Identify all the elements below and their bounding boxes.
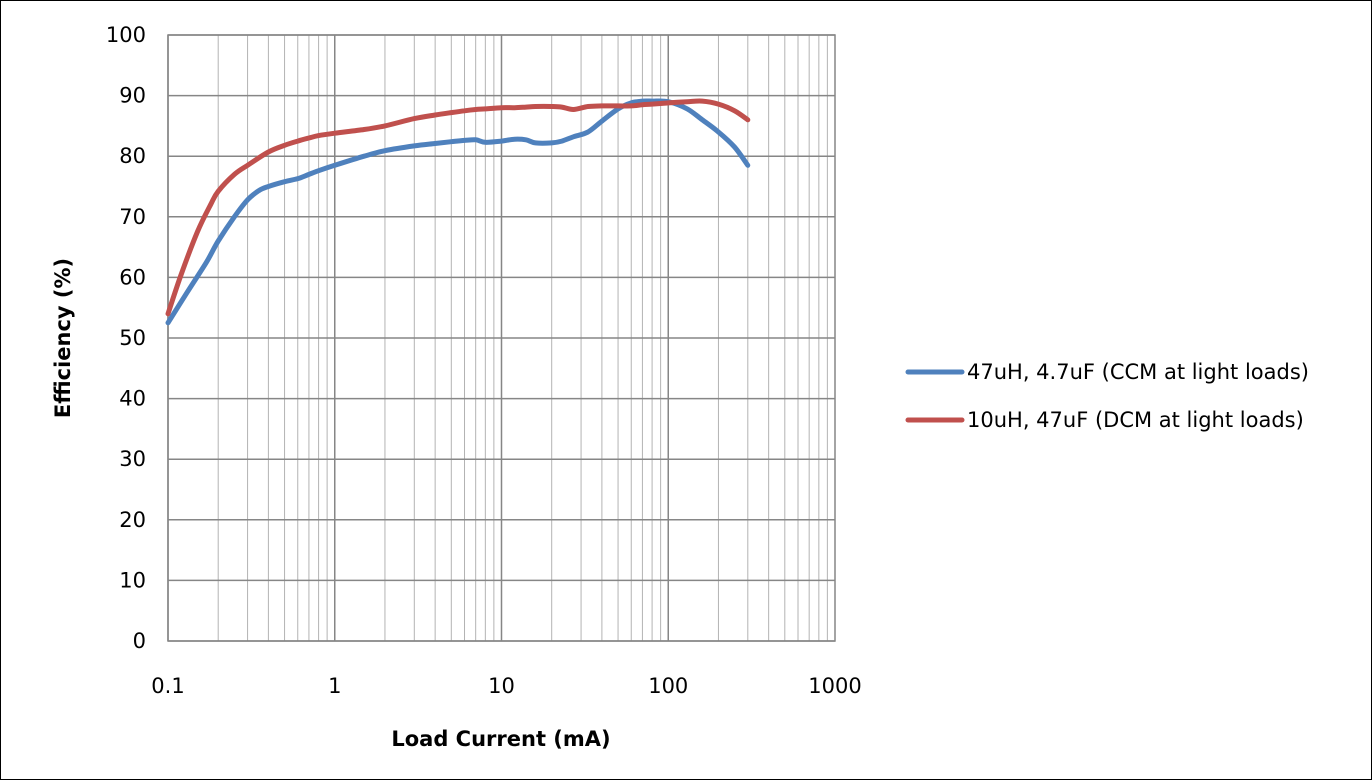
- legend-label-2: 10uH, 47uF (DCM at light loads): [967, 408, 1304, 432]
- x-tick-labels: 0.1 1 10 100 1000: [151, 674, 861, 698]
- y-tick-label: 70: [119, 205, 146, 229]
- series-line-2: [165, 98, 751, 317]
- y-tick-label: 60: [119, 265, 146, 289]
- y-axis-title: Efficiency (%): [51, 258, 75, 418]
- y-tick-label: 10: [119, 568, 146, 592]
- y-tick-label: 40: [119, 387, 146, 411]
- legend-label-1: 47uH, 4.7uF (CCM at light loads): [967, 360, 1309, 384]
- y-tick-label: 90: [119, 84, 146, 108]
- x-tick-label: 10: [488, 674, 515, 698]
- x-tick-label: 100: [648, 674, 688, 698]
- series-layer: [165, 98, 751, 326]
- x-tick-label: 0.1: [151, 674, 184, 698]
- series-line-1: [165, 98, 751, 326]
- y-tick-label: 50: [119, 326, 146, 350]
- y-tick-label: 30: [119, 447, 146, 471]
- x-axis-title: Load Current (mA): [391, 727, 610, 751]
- y-tick-label: 80: [119, 144, 146, 168]
- y-tick-label: 20: [119, 508, 146, 532]
- legend: 47uH, 4.7uF (CCM at light loads) 10uH, 47…: [905, 360, 1309, 432]
- x-tick-label: 1: [328, 674, 341, 698]
- y-tick-label: 100: [106, 23, 146, 47]
- y-tick-label: 0: [133, 629, 146, 653]
- y-tick-labels: 0 10 20 30 40 50 60 70 80 90 100: [106, 23, 146, 653]
- x-tick-label: 1000: [808, 674, 861, 698]
- plot-area-border: [167, 34, 836, 642]
